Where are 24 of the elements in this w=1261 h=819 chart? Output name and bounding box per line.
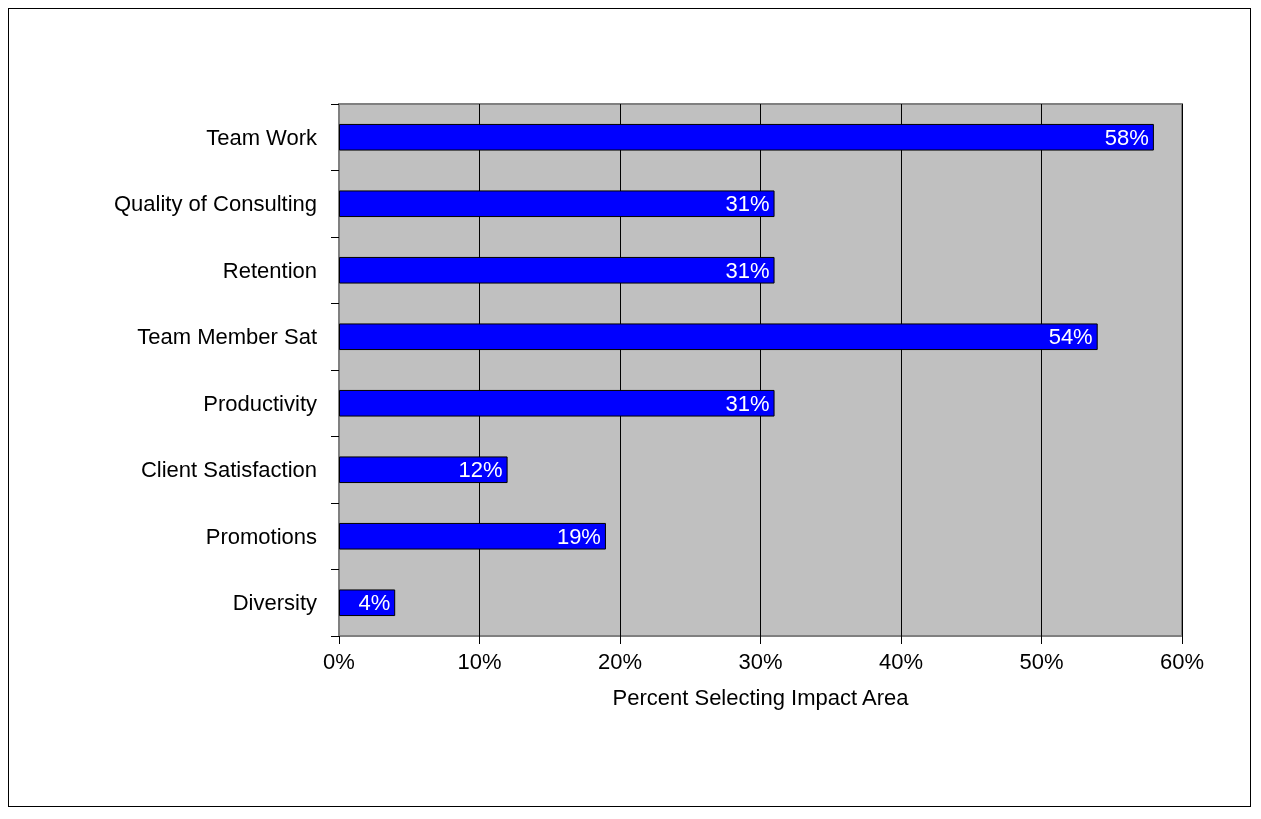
x-axis-title: Percent Selecting Impact Area: [612, 684, 910, 710]
y-tick-label: Client Satisfaction: [140, 457, 317, 483]
y-tick-label: Team Work: [206, 124, 318, 150]
data-label: 54%: [1048, 324, 1093, 350]
data-label: 31%: [725, 390, 770, 416]
x-tick-label: 10%: [457, 648, 502, 674]
data-label: 4%: [358, 590, 391, 616]
data-label: 31%: [725, 191, 770, 217]
data-label: 31%: [725, 257, 770, 283]
y-tick-label: Retention: [222, 257, 317, 283]
data-label: 19%: [556, 523, 601, 549]
data-label: 58%: [1104, 124, 1149, 150]
y-tick-label: Team Member Sat: [137, 324, 317, 350]
y-tick-label: Quality of Consulting: [114, 191, 317, 217]
x-tick-label: 40%: [878, 648, 924, 674]
y-tick-label: Diversity: [232, 590, 317, 616]
x-tick-label: 30%: [738, 648, 783, 674]
x-tick-label: 0%: [323, 648, 355, 674]
x-tick-label: 20%: [597, 648, 643, 674]
y-tick-label: Promotions: [205, 523, 317, 549]
data-label: 12%: [458, 457, 503, 483]
y-tick-label: Productivity: [203, 390, 317, 416]
x-tick-label: 50%: [1019, 648, 1064, 674]
x-tick-label: 60%: [1159, 648, 1205, 674]
